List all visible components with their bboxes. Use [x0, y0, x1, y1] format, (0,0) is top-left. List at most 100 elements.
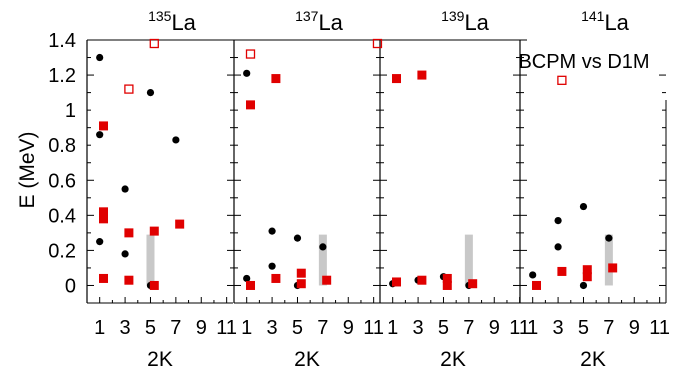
- d1m-point: [99, 121, 109, 131]
- gray-bar: [464, 234, 473, 286]
- x-tick-label: 1: [387, 317, 398, 339]
- x-tick-label: 7: [317, 317, 328, 339]
- gray-bar: [604, 234, 613, 286]
- d1m-point: [124, 275, 134, 285]
- y-tick-label: 0: [65, 275, 76, 297]
- bcpm-point: [121, 185, 129, 193]
- gray-bar-layer: [146, 234, 613, 286]
- d1m-point: [99, 207, 109, 217]
- d1m-point: [468, 279, 478, 289]
- chart-annotation: BCPM vs D1M: [518, 51, 649, 73]
- d1m-point: [608, 263, 618, 273]
- panel-title-element: La: [604, 10, 629, 35]
- x-axis-title: 2K: [294, 348, 320, 371]
- d1m-point: [392, 74, 402, 84]
- d1m-point: [99, 214, 109, 224]
- x-tick-label: 3: [120, 317, 131, 339]
- panel-title-element: La: [464, 10, 489, 35]
- panel-title-mass-number: 135: [148, 8, 172, 24]
- d1m-point: [296, 279, 306, 289]
- d1m-open-point: [245, 49, 256, 59]
- x-tick-label: 9: [343, 317, 354, 339]
- gray-bar: [318, 234, 327, 286]
- x-tick-label: 1: [94, 317, 105, 339]
- x-tick-label: 5: [292, 317, 303, 339]
- panel-title: 139La: [441, 8, 490, 35]
- bcpm-point: [96, 53, 104, 62]
- panel-title: 141La: [581, 8, 630, 35]
- d1m-point: [417, 70, 427, 80]
- d1m-point: [271, 74, 281, 84]
- y-tick-label: 1.4: [48, 30, 76, 52]
- d1m-point: [271, 273, 281, 283]
- d1m-point: [149, 226, 159, 236]
- frame-layer: [86, 39, 667, 304]
- panel-title-mass-number: 137: [295, 8, 319, 24]
- x-tick-label: 5: [438, 317, 449, 339]
- gray-bar: [146, 234, 155, 286]
- x-axis-title: 2K: [440, 348, 466, 371]
- x-axis-title: 2K: [580, 348, 606, 371]
- d1m-point: [124, 228, 134, 238]
- x-tick-label: 7: [463, 317, 474, 339]
- x-tick-label: 3: [267, 317, 278, 339]
- panel-title: 137La: [295, 8, 344, 35]
- d1m-point: [557, 266, 567, 276]
- bcpm-point: [121, 250, 129, 258]
- x-tick-label: 5: [578, 317, 589, 339]
- x-axis-title: 2K: [147, 348, 173, 371]
- marker-layer: [96, 38, 618, 290]
- x-tick-label: 9: [489, 317, 500, 339]
- d1m-point: [99, 273, 109, 283]
- x-tick-label: 1: [241, 317, 252, 339]
- panel-title: 135La: [148, 8, 197, 35]
- bcpm-point: [554, 216, 562, 225]
- x-tick-label: 11: [649, 317, 670, 339]
- x-tick-label: 9: [196, 317, 207, 339]
- x-tick-label: 5: [145, 317, 156, 339]
- d1m-point: [442, 273, 452, 283]
- d1m-open-point: [124, 84, 134, 94]
- bcpm-point: [605, 234, 613, 242]
- x-tick-label: 7: [603, 317, 614, 339]
- bcpm-point: [268, 262, 276, 270]
- d1m-point: [417, 275, 427, 285]
- bcpm-point: [529, 271, 537, 279]
- bcpm-point: [579, 202, 588, 211]
- bcpm-point: [268, 227, 276, 235]
- d1m-point: [392, 277, 402, 287]
- d1m-point: [322, 275, 332, 285]
- x-tick-label: 11: [363, 317, 384, 339]
- y-tick-label: 0.6: [48, 170, 76, 192]
- d1m-point: [246, 280, 256, 290]
- d1m-point: [246, 100, 256, 110]
- y-tick-label: 1: [65, 100, 76, 122]
- d1m-point: [442, 280, 452, 290]
- bcpm-point: [146, 89, 155, 97]
- bcpm-point: [293, 234, 302, 242]
- x-tick-label: 3: [553, 317, 564, 339]
- bcpm-point: [554, 243, 562, 251]
- bcpm-point: [243, 69, 251, 77]
- x-tick-label: 9: [629, 317, 640, 339]
- x-tick-label: 7: [170, 317, 181, 339]
- d1m-open-point: [372, 38, 383, 49]
- panel-title-mass-number: 139: [441, 8, 465, 24]
- y-tick-label: 0.8: [48, 135, 76, 157]
- panel-title-mass-number: 141: [581, 8, 605, 24]
- d1m-point: [532, 280, 542, 290]
- d1m-point: [582, 265, 592, 275]
- y-tick-label: 0.4: [48, 205, 76, 227]
- x-tick-label: 11: [509, 317, 530, 339]
- panel-title-element: La: [318, 10, 343, 35]
- bcpm-point: [243, 274, 251, 283]
- bcpm-point: [319, 243, 327, 251]
- bcpm-point: [172, 136, 180, 144]
- d1m-point: [296, 268, 306, 278]
- x-tick-label: 3: [413, 317, 424, 339]
- y-tick-label: 1.2: [48, 65, 76, 87]
- d1m-open-point: [557, 75, 567, 85]
- d1m-point: [149, 280, 159, 290]
- d1m-point: [582, 272, 592, 282]
